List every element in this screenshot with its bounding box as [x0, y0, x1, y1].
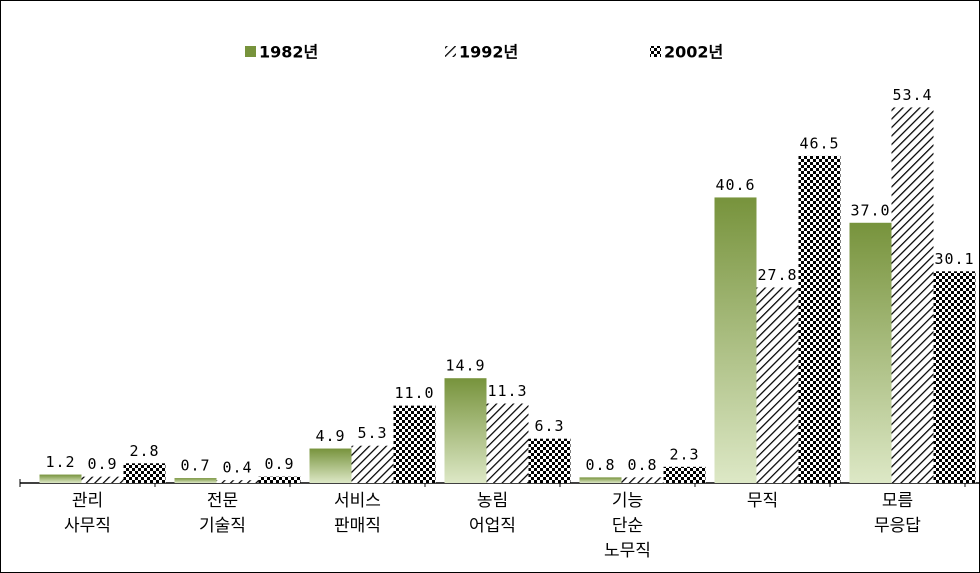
value-label: 2.3 — [669, 445, 699, 463]
value-label: 40.6 — [715, 176, 755, 194]
value-label: 1.2 — [45, 453, 75, 471]
bar — [891, 107, 934, 484]
legend-marker — [445, 46, 456, 57]
value-label: 6.3 — [534, 417, 564, 435]
x-tick-label: 어업직 — [469, 516, 516, 536]
bar — [579, 477, 622, 483]
value-label: 0.8 — [585, 456, 615, 474]
x-tick-label: 농림 — [477, 491, 508, 511]
value-label: 11.0 — [394, 384, 434, 402]
bar — [216, 480, 259, 483]
value-label: 5.3 — [357, 424, 387, 442]
bar — [444, 378, 487, 483]
x-tick-label: 무응답 — [874, 516, 921, 536]
x-tick-label: 서비스 — [334, 491, 381, 511]
x-tick-label: 단순 — [612, 516, 643, 536]
bar — [81, 476, 124, 483]
bar — [933, 271, 976, 483]
x-tick-label: 사무직 — [64, 516, 111, 536]
value-label: 4.9 — [315, 427, 345, 445]
bar — [528, 438, 571, 483]
value-label: 0.9 — [87, 455, 117, 473]
value-label: 0.8 — [627, 456, 657, 474]
legend-marker — [245, 46, 256, 57]
value-label: 0.7 — [180, 457, 210, 475]
value-label: 46.5 — [799, 134, 839, 152]
value-label: 37.0 — [850, 201, 890, 219]
x-tick-label: 관리 — [72, 491, 103, 511]
x-tick-label: 모름 — [882, 491, 913, 511]
bar — [756, 287, 799, 483]
legend-label: 1992년 — [459, 43, 518, 62]
bar — [309, 448, 352, 483]
legend-label: 2002년 — [664, 43, 723, 62]
bar — [39, 474, 82, 483]
bar — [174, 478, 217, 483]
bar — [714, 197, 757, 484]
x-tick-label: 기술직 — [199, 516, 246, 536]
value-label: 0.9 — [264, 455, 294, 473]
x-tick-label: 전문 — [207, 491, 238, 511]
x-tick-label: 무직 — [747, 491, 778, 511]
legend-marker — [650, 46, 661, 57]
value-label: 14.9 — [445, 357, 485, 375]
bar — [486, 403, 529, 483]
legend-label: 1982년 — [259, 43, 318, 62]
bar — [663, 466, 706, 483]
x-tick-label: 판매직 — [334, 516, 381, 536]
bar — [123, 463, 166, 483]
value-label: 11.3 — [487, 382, 527, 400]
bar — [621, 477, 664, 483]
value-label: 2.8 — [129, 442, 159, 460]
bar — [258, 476, 301, 483]
value-label: 53.4 — [892, 86, 932, 104]
value-label: 27.8 — [757, 266, 797, 284]
x-tick-label: 노무직 — [604, 541, 651, 561]
bar — [798, 155, 841, 483]
value-label: 0.4 — [222, 459, 252, 477]
bar — [351, 445, 394, 483]
value-label: 30.1 — [934, 250, 974, 268]
bar — [393, 405, 436, 483]
bar — [849, 222, 892, 483]
x-tick-label: 기능 — [612, 491, 643, 511]
